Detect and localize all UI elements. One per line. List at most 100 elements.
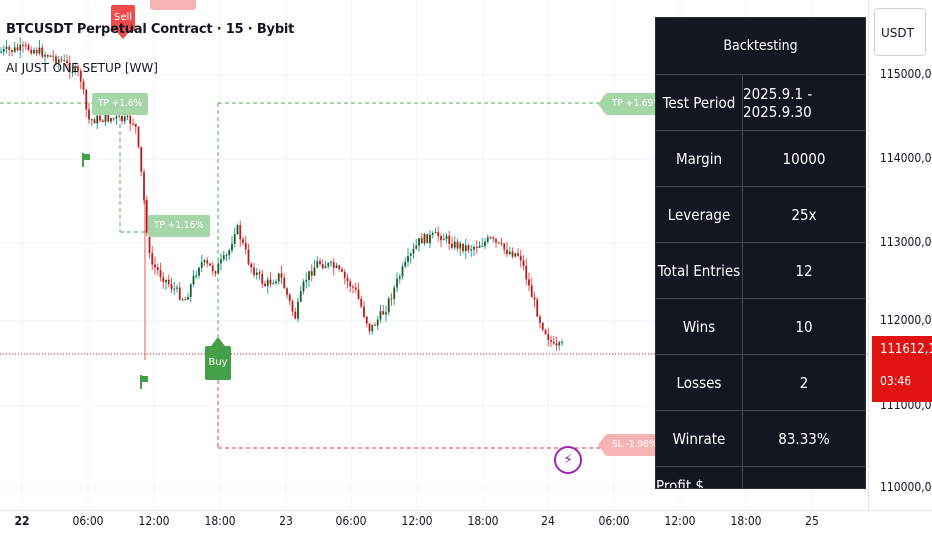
candle-body <box>162 276 165 283</box>
time-tick: 23 <box>279 514 293 528</box>
candle-body <box>354 287 357 290</box>
candle-body <box>316 261 319 268</box>
candle-body <box>244 242 247 250</box>
price-tick: 114000,0 <box>880 151 932 165</box>
candle-body <box>2 48 5 52</box>
candle-body <box>5 46 8 49</box>
candle-body <box>470 249 473 251</box>
backtest-value: 83.33% <box>778 429 830 448</box>
candle-body <box>327 263 330 267</box>
candle-body <box>13 47 16 52</box>
candle-body <box>148 232 151 254</box>
candle-body <box>96 115 99 124</box>
backtest-row: Losses 2 <box>656 355 865 411</box>
candle-body <box>409 253 412 257</box>
flag-icon <box>140 375 148 389</box>
candle-body <box>346 277 349 282</box>
candle-body <box>266 279 269 287</box>
backtest-value: 10000 <box>782 149 826 168</box>
candle-body <box>99 115 101 121</box>
candle-body <box>68 62 71 72</box>
candle-body <box>118 115 121 117</box>
candle-body <box>365 316 368 324</box>
time-tick: 06:00 <box>72 514 104 528</box>
candle-body <box>418 238 420 246</box>
price-tick: 112000,0 <box>880 313 932 327</box>
candle-body <box>511 251 514 257</box>
candle-body <box>393 287 396 299</box>
candle-body <box>297 301 299 319</box>
candle-body <box>423 234 426 244</box>
time-tick: 18:00 <box>730 514 762 528</box>
candle-body <box>352 286 354 288</box>
candle-body <box>552 341 555 344</box>
candle-body <box>77 66 79 71</box>
candle-body <box>451 243 453 248</box>
candle-body <box>544 329 547 334</box>
price-tick: 115000,0 <box>880 67 932 81</box>
lightning-bolt-icon[interactable]: ⚡ <box>554 446 582 474</box>
sell-signal[interactable]: Sell <box>111 5 135 31</box>
candle-body <box>536 299 539 317</box>
price-chart[interactable] <box>0 0 868 510</box>
chart-area[interactable]: Sell BTCUSDT Perpetual Contract · 15 · B… <box>0 0 868 510</box>
candle-body <box>294 311 297 319</box>
candle-body <box>275 281 277 284</box>
indicator-title[interactable]: AI JUST ONE SETUP [WW] <box>6 61 158 75</box>
candle-body <box>517 253 519 256</box>
candle-body <box>330 262 332 264</box>
currency-selector[interactable]: USDT <box>874 8 926 56</box>
candle-body <box>66 60 68 63</box>
candle-body <box>173 288 176 290</box>
backtest-value: 2 <box>799 373 809 392</box>
backtest-label: Leverage <box>656 187 743 242</box>
candle-body <box>500 242 503 244</box>
candle-body <box>313 267 316 276</box>
tp-label-mid: TP +1.16% <box>148 215 210 237</box>
candle-body <box>272 283 275 285</box>
sl-label-right: SL -1.96% <box>606 434 664 456</box>
candle-body <box>101 120 104 122</box>
candle-body <box>445 235 448 240</box>
candle-body <box>198 267 200 276</box>
candle-body <box>195 275 198 277</box>
current-price: 111612,1 <box>880 342 932 357</box>
candle-body <box>192 275 195 285</box>
candle-body <box>0 51 2 53</box>
price-tick: 113000,0 <box>880 235 932 249</box>
candle-body <box>112 118 115 120</box>
backtest-value: 10 <box>795 317 813 336</box>
candle-body <box>225 255 228 257</box>
candle-body <box>387 298 390 313</box>
buy-signal[interactable]: Buy <box>205 346 231 380</box>
time-tick: 25 <box>805 514 819 528</box>
backtest-title: Backtesting <box>656 18 865 75</box>
backtest-label: Test Period <box>656 75 743 130</box>
candle-body <box>283 277 286 289</box>
candle-body <box>343 271 346 278</box>
candle-body <box>253 267 255 275</box>
candle-body <box>349 281 352 287</box>
candle-body <box>184 299 187 301</box>
candle-body <box>134 123 137 127</box>
candle-body <box>231 243 233 251</box>
candle-body <box>503 243 506 250</box>
candle-body <box>27 45 30 50</box>
price-axis[interactable] <box>868 0 932 510</box>
time-axis[interactable] <box>0 510 932 551</box>
candle-body <box>24 45 27 47</box>
candle-body <box>492 237 495 239</box>
time-tick: 06:00 <box>335 514 367 528</box>
symbol-title[interactable]: BTCUSDT Perpetual Contract · 15 · Bybit <box>6 22 295 37</box>
time-tick: 12:00 <box>664 514 696 528</box>
candle-body <box>431 233 434 235</box>
candle-body <box>242 239 244 243</box>
candle-body <box>126 115 129 117</box>
candle-body <box>181 299 184 301</box>
candle-body <box>63 60 66 62</box>
backtest-row: Wins 10 <box>656 299 865 355</box>
candle-body <box>104 114 107 122</box>
candle-body <box>453 241 456 248</box>
candle-body <box>38 47 41 54</box>
candle-body <box>233 234 236 244</box>
